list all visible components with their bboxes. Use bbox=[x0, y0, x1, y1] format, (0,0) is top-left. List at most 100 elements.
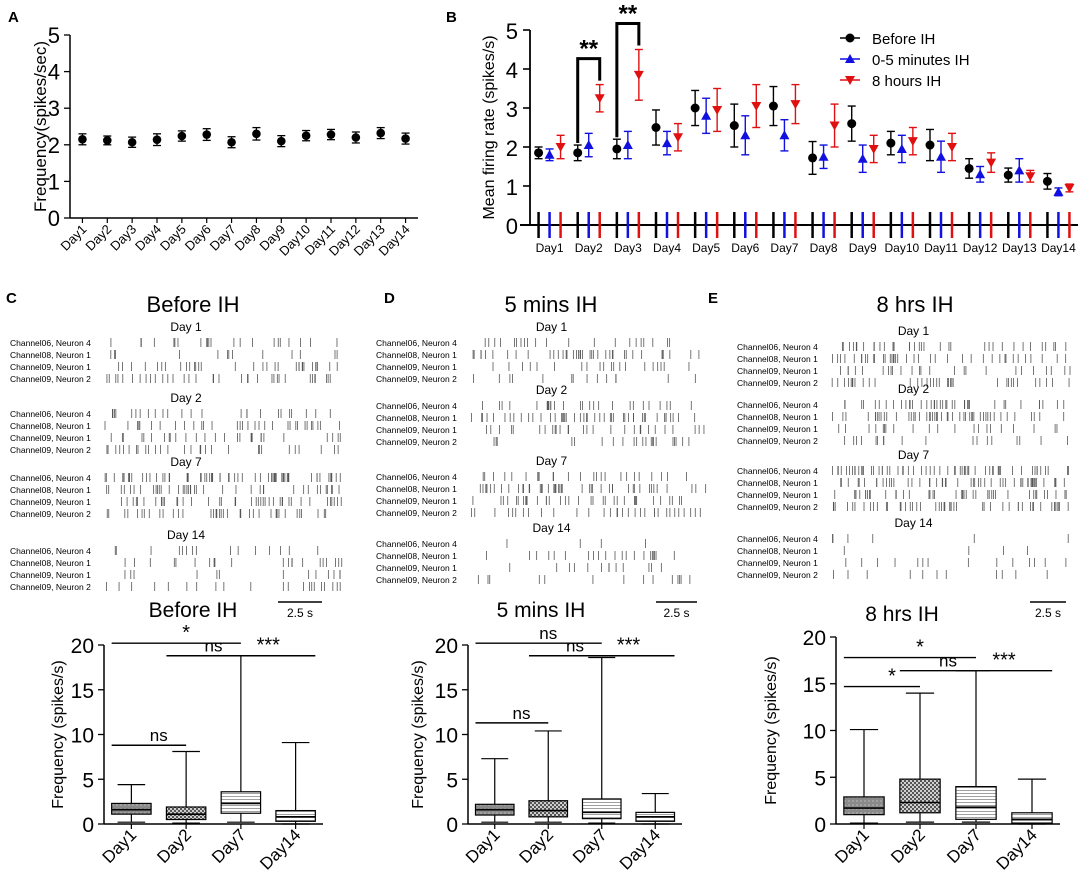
x-tick-label-b: Day7 bbox=[770, 241, 798, 255]
x-tick-label-box: Day1 bbox=[99, 825, 140, 866]
x-tick-label-b: Day12 bbox=[963, 241, 998, 255]
raster-row-label: Channel06, Neuron 4 bbox=[737, 400, 818, 410]
raster-day-label: Day 1 bbox=[170, 320, 202, 334]
significance-label: ns bbox=[205, 637, 223, 656]
raster-row-label: Channel08, Neuron 1 bbox=[10, 350, 91, 360]
raster-row-label: Channel06, Neuron 4 bbox=[737, 342, 818, 352]
raster-row-label: Channel08, Neuron 1 bbox=[737, 478, 818, 488]
raster-row-label: Channel09, Neuron 1 bbox=[737, 424, 818, 434]
data-point-a bbox=[301, 131, 311, 140]
raster-row-label: Channel06, Neuron 4 bbox=[10, 409, 91, 419]
data-point-b bbox=[534, 148, 544, 158]
x-tick-label-box: Day14 bbox=[256, 825, 304, 873]
box-body bbox=[899, 778, 941, 814]
y-tick-label-box: 10 bbox=[803, 721, 826, 744]
data-point-a bbox=[78, 135, 87, 144]
data-point-b bbox=[790, 100, 801, 110]
y-tick-label-b: 2 bbox=[506, 136, 518, 161]
raster-day-label: Day 1 bbox=[898, 324, 930, 338]
box-body bbox=[843, 796, 885, 816]
raster-title: 8 hrs IH bbox=[876, 292, 953, 317]
x-tick-label-b: Day8 bbox=[810, 241, 838, 255]
data-point-b bbox=[975, 169, 986, 179]
data-point-b bbox=[1025, 172, 1036, 182]
raster-row-label: Channel09, Neuron 2 bbox=[737, 436, 818, 446]
y-tick-label-a: 2 bbox=[48, 133, 60, 158]
raster-row-label: Channel09, Neuron 1 bbox=[737, 558, 818, 568]
significance-label: *** bbox=[992, 650, 1016, 672]
raster-row-label: Channel08, Neuron 1 bbox=[737, 354, 818, 364]
y-tick-label-box: 10 bbox=[71, 725, 94, 748]
box-body bbox=[1011, 812, 1053, 824]
data-point-b bbox=[768, 101, 778, 111]
data-point-b bbox=[779, 130, 790, 140]
x-tick-label-box: Day2 bbox=[153, 825, 194, 866]
raster-title: Before IH bbox=[147, 292, 240, 317]
raster-row-label: Channel06, Neuron 4 bbox=[737, 466, 818, 476]
significance-label: * bbox=[916, 637, 924, 659]
raster-row-label: Channel08, Neuron 1 bbox=[737, 546, 818, 556]
y-tick-label-box: 0 bbox=[446, 814, 458, 837]
data-point-b bbox=[651, 123, 661, 132]
x-tick-label-b: Day5 bbox=[692, 241, 720, 255]
data-point-a bbox=[152, 135, 162, 144]
raster-row-label: Channel06, Neuron 4 bbox=[376, 539, 457, 549]
y-axis-label-b: Mean firing rate (spikes/s) bbox=[481, 35, 498, 219]
data-point-b bbox=[662, 138, 672, 148]
box-body bbox=[220, 791, 262, 814]
raster-row-label: Channel06, Neuron 4 bbox=[376, 401, 457, 411]
x-tick-label-box: Day1 bbox=[462, 825, 503, 866]
raster-row-label: Channel08, Neuron 1 bbox=[376, 413, 457, 423]
x-tick-label-box: Day14 bbox=[993, 825, 1041, 873]
data-point-b bbox=[964, 163, 974, 173]
data-point-b bbox=[947, 143, 957, 152]
x-tick-label-b: Day4 bbox=[653, 241, 681, 255]
x-tick-label-box: Day7 bbox=[569, 825, 610, 866]
raster-row-label: Channel09, Neuron 1 bbox=[10, 362, 91, 372]
data-point-b bbox=[907, 137, 918, 147]
raster-row-label: Channel09, Neuron 2 bbox=[376, 508, 457, 518]
raster-row-label: Channel06, Neuron 4 bbox=[376, 472, 457, 482]
boxplot-title: 8 hrs IH bbox=[865, 603, 939, 626]
panel-letter-d: D bbox=[384, 290, 395, 307]
y-tick-label-b: 1 bbox=[506, 175, 518, 200]
legend-label-b: Before IH bbox=[872, 31, 935, 48]
raster-row-label: Channel06, Neuron 4 bbox=[10, 473, 91, 483]
y-axis-label-box: Frequency (spikes/s) bbox=[410, 660, 427, 809]
scale-bar-label: 2.5 s bbox=[1035, 606, 1061, 620]
raster-row-label: Channel08, Neuron 1 bbox=[10, 558, 91, 568]
x-tick-label-box: Day2 bbox=[887, 825, 928, 866]
legend-label-b: 8 hours IH bbox=[872, 73, 941, 90]
panel-d-raster: 5 mins IH Day 1 Channel06, Neuron 4 Channel… bbox=[376, 292, 707, 620]
x-tick-label-b: Day3 bbox=[614, 241, 642, 255]
data-point-a bbox=[376, 128, 386, 138]
panel-a-chart: 012345Frequency(spikes/sec)Day1Day2Day3D… bbox=[31, 23, 418, 259]
legend-marker-b bbox=[845, 33, 855, 43]
x-tick-label-a: Day1 bbox=[57, 222, 89, 254]
raster-row-label: Channel06, Neuron 4 bbox=[737, 534, 818, 544]
x-tick-label-box: Day7 bbox=[208, 825, 249, 866]
y-tick-label-b: 4 bbox=[506, 58, 518, 83]
data-point-b bbox=[1042, 176, 1052, 186]
raster-row-label: Channel09, Neuron 1 bbox=[10, 570, 91, 580]
data-point-b bbox=[808, 153, 818, 163]
raster-row-label: Channel09, Neuron 2 bbox=[376, 437, 457, 447]
data-point-b bbox=[936, 151, 946, 161]
raster-row-label: Channel09, Neuron 1 bbox=[376, 362, 457, 372]
x-tick-label-box: Day2 bbox=[516, 825, 557, 866]
raster-row-label: Channel09, Neuron 1 bbox=[376, 563, 457, 573]
raster-row-label: Channel09, Neuron 1 bbox=[376, 425, 457, 435]
y-axis-label-a: Frequency(spikes/sec) bbox=[31, 41, 50, 212]
raster-row-label: Channel09, Neuron 2 bbox=[737, 570, 818, 580]
x-tick-label-b: Day14 bbox=[1041, 241, 1076, 255]
y-tick-label-box: 5 bbox=[446, 769, 458, 792]
raster-day-label: Day 2 bbox=[536, 383, 568, 397]
legend-label-b: 0-5 minutes IH bbox=[872, 52, 970, 69]
raster-day-label: Day 14 bbox=[167, 528, 205, 542]
raster-row-label: Channel09, Neuron 2 bbox=[10, 582, 91, 592]
raster-day-label: Day 7 bbox=[170, 455, 202, 469]
data-point-b bbox=[896, 143, 907, 153]
x-tick-label-box: Day1 bbox=[831, 825, 872, 866]
significance-bracket-b bbox=[615, 22, 641, 138]
box-body bbox=[165, 806, 207, 821]
